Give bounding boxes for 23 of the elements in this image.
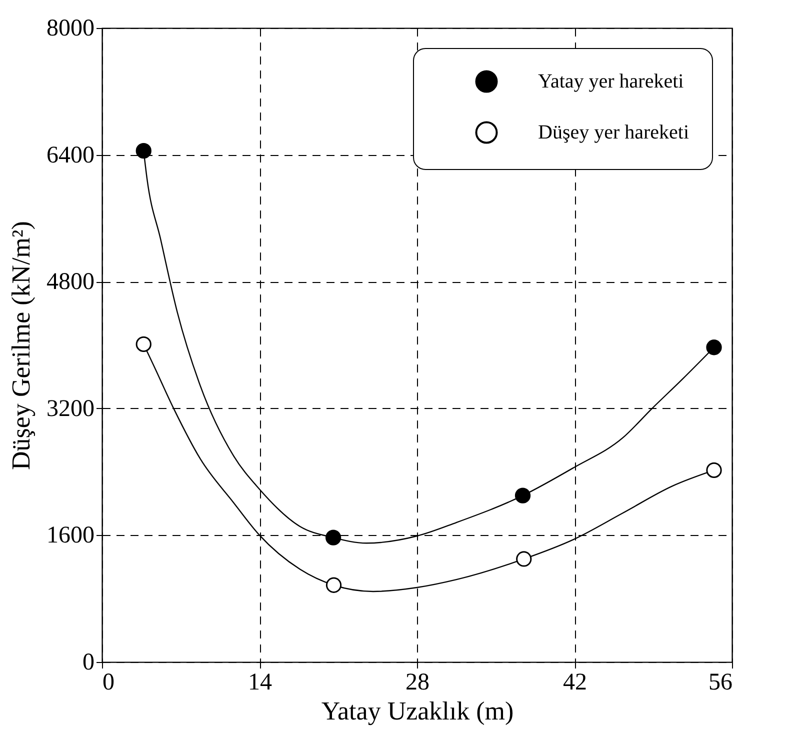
x-tick-label: 56 xyxy=(708,670,732,696)
y-tick-label: 0 xyxy=(82,650,94,676)
point xyxy=(326,577,342,593)
x-tick-label: 28 xyxy=(406,670,430,696)
point xyxy=(706,462,722,478)
point xyxy=(514,488,531,504)
point xyxy=(516,551,532,567)
point xyxy=(325,530,342,546)
point xyxy=(136,336,152,352)
x-tick-label: 42 xyxy=(563,670,587,696)
y-tick-label: 4800 xyxy=(46,269,94,296)
y-tick-label: 1600 xyxy=(46,522,94,549)
legend-label: Yatay yer hareketi xyxy=(538,70,684,92)
y-tick-label: 3200 xyxy=(46,396,94,422)
x-tick-label: 14 xyxy=(248,670,272,696)
y-axis-title: Düşey Gerilme (kN/m²) xyxy=(6,221,36,470)
point xyxy=(136,143,152,159)
legend-label: Düşey yer hareketi xyxy=(538,122,690,144)
x-axis-title: Yatay Uzaklık (m) xyxy=(321,696,514,726)
y-tick-label: 8000 xyxy=(46,16,94,42)
x-tick-label: 0 xyxy=(102,670,114,696)
y-tick-label: 6400 xyxy=(46,142,94,168)
point xyxy=(706,340,722,356)
